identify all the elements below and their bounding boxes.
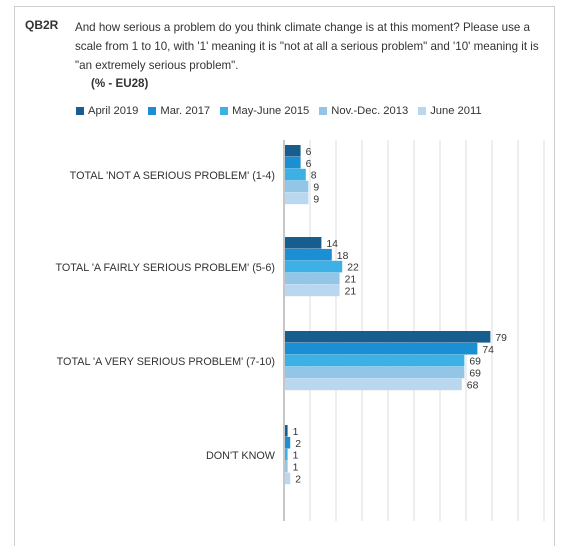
data-label: 68 bbox=[467, 381, 479, 392]
legend-label: Mar. 2017 bbox=[160, 105, 211, 117]
bar bbox=[285, 272, 340, 285]
data-label: 1 bbox=[293, 463, 299, 474]
chart-legend: April 2019 Mar. 2017 May-June 2015 Nov.-Dec… bbox=[76, 103, 492, 119]
question-text: And how serious a problem do you think c… bbox=[75, 21, 539, 72]
bar bbox=[285, 145, 301, 157]
data-label: 79 bbox=[495, 333, 507, 344]
data-label: 22 bbox=[347, 263, 359, 274]
category-label: TOTAL 'A FAIRLY SERIOUS PROBLEM' (5-6) bbox=[55, 262, 275, 274]
bar bbox=[285, 180, 309, 193]
legend-item: Nov.-Dec. 2013 bbox=[319, 105, 408, 117]
unit-label: (% - EU28) bbox=[91, 77, 149, 90]
data-label: 69 bbox=[469, 357, 481, 368]
data-label: 21 bbox=[345, 275, 357, 286]
bar bbox=[285, 472, 291, 485]
data-label: 1 bbox=[293, 451, 299, 462]
bar bbox=[285, 425, 288, 437]
legend-label: Nov.-Dec. 2013 bbox=[331, 105, 409, 117]
category-label: TOTAL 'A VERY SERIOUS PROBLEM' (7-10) bbox=[57, 356, 275, 368]
chart-frame bbox=[14, 6, 555, 546]
data-label: 14 bbox=[326, 239, 338, 250]
bar bbox=[285, 436, 291, 449]
bar bbox=[285, 460, 288, 473]
data-label: 69 bbox=[469, 369, 481, 380]
bar bbox=[285, 284, 340, 297]
data-label: 8 bbox=[311, 171, 317, 182]
bar bbox=[285, 192, 309, 205]
data-label: 2 bbox=[295, 475, 301, 486]
category-label: TOTAL 'NOT A SERIOUS PROBLEM' (1-4) bbox=[70, 170, 275, 182]
data-label: 74 bbox=[482, 345, 494, 356]
bar bbox=[285, 248, 332, 261]
data-label: 6 bbox=[306, 159, 312, 170]
data-label: 2 bbox=[295, 439, 301, 450]
legend-item: May-June 2015 bbox=[220, 105, 309, 117]
legend-swatch bbox=[319, 107, 328, 115]
category-label: DON'T KNOW bbox=[206, 450, 276, 462]
legend-swatch bbox=[418, 107, 427, 115]
bar bbox=[285, 448, 288, 461]
data-label: 21 bbox=[345, 287, 357, 298]
legend-item: June 2011 bbox=[418, 105, 482, 117]
data-label: 9 bbox=[313, 183, 319, 194]
bar-chart: TOTAL 'NOT A SERIOUS PROBLEM' (1-4) TOTAL… bbox=[55, 140, 545, 521]
bar bbox=[285, 366, 465, 379]
legend-swatch bbox=[148, 107, 157, 115]
legend-item: April 2019 bbox=[76, 105, 138, 117]
data-label: 18 bbox=[337, 251, 349, 262]
legend-swatch bbox=[76, 107, 84, 115]
legend-label: June 2011 bbox=[430, 105, 482, 117]
legend-label: April 2019 bbox=[88, 105, 139, 117]
legend-label: May-June 2015 bbox=[232, 105, 310, 117]
bar bbox=[285, 354, 465, 367]
bar bbox=[285, 331, 491, 343]
question-code: QB2R bbox=[25, 18, 59, 32]
legend-item: Mar. 2017 bbox=[148, 105, 210, 117]
data-label: 9 bbox=[313, 195, 319, 206]
data-label: 1 bbox=[293, 427, 299, 438]
bar bbox=[285, 378, 462, 391]
data-label: 6 bbox=[306, 147, 312, 158]
bar bbox=[285, 156, 301, 169]
bar bbox=[285, 237, 322, 249]
bar bbox=[285, 342, 478, 355]
bar bbox=[285, 168, 306, 181]
legend-swatch bbox=[220, 107, 229, 115]
bar bbox=[285, 260, 343, 273]
